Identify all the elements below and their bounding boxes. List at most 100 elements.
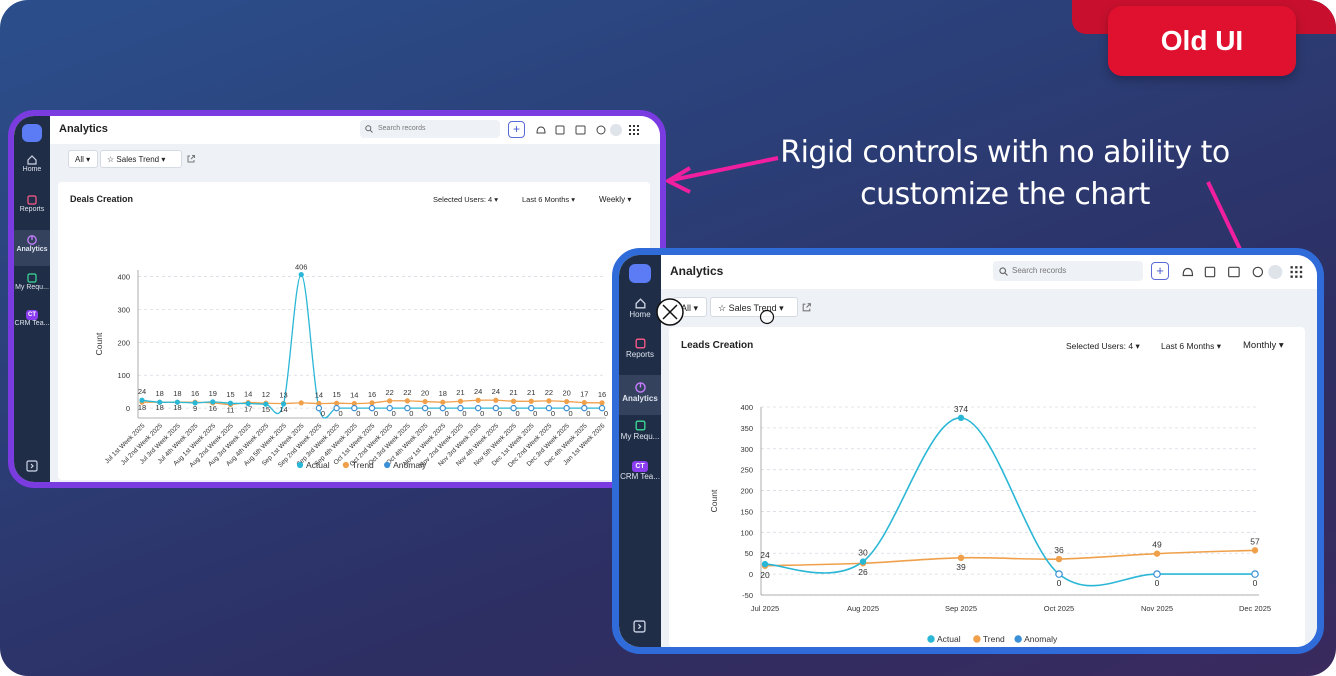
- y-tick-label: 350: [740, 424, 753, 433]
- nav-requests-label: My Requ...: [15, 284, 49, 291]
- anomaly-point: [439, 404, 446, 412]
- nav-requests[interactable]: My Requ...: [619, 419, 661, 455]
- trend-point: [457, 398, 464, 404]
- data-label: 406: [295, 263, 308, 272]
- avatar: [1268, 265, 1283, 279]
- view-dropdown[interactable]: ☆ Sales Trend ▾: [710, 297, 798, 317]
- data-label: 14: [315, 391, 323, 400]
- selected-users-dropdown[interactable]: Selected Users: 4 ▾: [1066, 341, 1140, 351]
- data-label: 21: [527, 388, 535, 397]
- data-label: 18: [138, 403, 146, 412]
- trend-point: [1251, 547, 1259, 554]
- page-title: Analytics: [670, 264, 724, 278]
- anomaly-point: [474, 404, 482, 412]
- nav-home[interactable]: Home: [619, 297, 661, 333]
- add-button[interactable]: +: [508, 121, 525, 138]
- external-link-icon[interactable]: [186, 154, 196, 164]
- x-tick-label: Nov 2025: [1141, 604, 1173, 613]
- y-axis-label: Count: [94, 332, 104, 355]
- y-tick-label: 300: [740, 445, 753, 454]
- y-tick-label: 50: [745, 549, 753, 558]
- granularity-dropdown[interactable]: Weekly ▾: [599, 195, 632, 204]
- anomaly-point: [386, 404, 393, 412]
- data-label: 21: [509, 388, 517, 397]
- search-input[interactable]: Search records: [993, 261, 1143, 281]
- trend-point: [440, 399, 446, 405]
- store-icon: [1228, 266, 1240, 278]
- data-label: 0: [604, 409, 608, 418]
- y-tick-label: 150: [740, 507, 753, 516]
- data-label: 14: [279, 405, 287, 414]
- trend-point: [351, 400, 357, 407]
- nav-home[interactable]: Home: [14, 154, 50, 188]
- data-label: 0: [498, 409, 502, 418]
- data-label: 0: [445, 409, 449, 418]
- nav-analytics[interactable]: Analytics: [619, 375, 661, 415]
- data-label: 20: [760, 570, 770, 580]
- data-label: 20: [562, 389, 570, 398]
- period-dropdown[interactable]: Last 6 Months ▾: [1161, 341, 1222, 351]
- search-input[interactable]: Search records: [360, 120, 500, 138]
- nav-home-label: Home: [629, 310, 651, 319]
- data-label: 16: [598, 390, 606, 399]
- data-label: 20: [421, 389, 429, 398]
- home-icon: [635, 298, 645, 309]
- trend-point: [298, 400, 304, 406]
- data-label: 0: [569, 409, 573, 418]
- nav-crm[interactable]: CT CRM Tea...: [14, 310, 50, 340]
- collapse-sidebar-icon[interactable]: [26, 460, 38, 472]
- data-label: 0: [1057, 578, 1062, 588]
- data-label: 16: [209, 404, 217, 413]
- search-icon: [365, 125, 373, 133]
- view-name-label: Sales Trend: [116, 155, 160, 164]
- data-label: 0: [409, 409, 413, 418]
- data-label: 0: [374, 409, 378, 418]
- anomaly-point: [315, 404, 323, 412]
- old-ui-window: Home Reports Analytics My Requ... CT CRM…: [8, 110, 666, 488]
- data-label: 26: [858, 567, 868, 577]
- data-label: 49: [1152, 540, 1162, 550]
- selected-users-label: Selected Users: 4: [1066, 341, 1134, 351]
- calendar-icon: [555, 125, 565, 135]
- actual-point: [192, 400, 198, 406]
- legend-label: Actual: [306, 460, 330, 470]
- add-button[interactable]: +: [1151, 262, 1169, 280]
- nav-analytics[interactable]: Analytics: [14, 230, 50, 266]
- external-link-icon[interactable]: [801, 302, 812, 313]
- legend-label: Trend: [983, 634, 1005, 644]
- reports-icon: [635, 338, 645, 349]
- data-label: 12: [262, 390, 270, 399]
- nav-crm[interactable]: CT CRM Tea...: [619, 461, 661, 495]
- trend-point: [1153, 550, 1161, 557]
- period-dropdown[interactable]: Last 6 Months ▾: [522, 195, 575, 204]
- toolbar-icons: [536, 124, 639, 136]
- selected-users-dropdown[interactable]: Selected Users: 4 ▾: [433, 195, 499, 204]
- data-label: 19: [209, 389, 217, 398]
- nav-requests-label: My Requ...: [620, 432, 660, 441]
- trend-point: [957, 554, 965, 562]
- trend-point: [475, 397, 481, 403]
- data-label: 39: [956, 562, 966, 572]
- y-tick-label: 100: [117, 371, 130, 380]
- nav-requests[interactable]: My Requ...: [14, 272, 50, 306]
- actual-point: [298, 272, 304, 278]
- app-logo-icon[interactable]: [22, 124, 42, 142]
- app-logo-icon[interactable]: [629, 264, 651, 283]
- data-label: 22: [386, 388, 394, 397]
- nav-reports[interactable]: Reports: [619, 337, 661, 373]
- granularity-dropdown[interactable]: Monthly ▾: [1243, 340, 1284, 351]
- collapse-sidebar-icon[interactable]: [633, 620, 646, 633]
- anomaly-point: [598, 404, 606, 412]
- nav-reports[interactable]: Reports: [14, 194, 50, 228]
- content-area: All ▾ ☆ Sales Trend ▾ Deals Creation Sel…: [50, 144, 660, 482]
- data-label: 0: [1155, 578, 1160, 588]
- trend-point: [334, 400, 340, 406]
- trend-point: [581, 399, 587, 406]
- filter-all-dropdown[interactable]: All ▾: [68, 150, 98, 168]
- view-dropdown[interactable]: ☆ Sales Trend ▾: [100, 150, 182, 168]
- actual-point: [210, 399, 216, 405]
- data-label: 24: [138, 387, 146, 396]
- page-title: Analytics: [59, 123, 108, 135]
- bell-icon: [536, 126, 546, 134]
- y-tick-label: 0: [126, 404, 130, 413]
